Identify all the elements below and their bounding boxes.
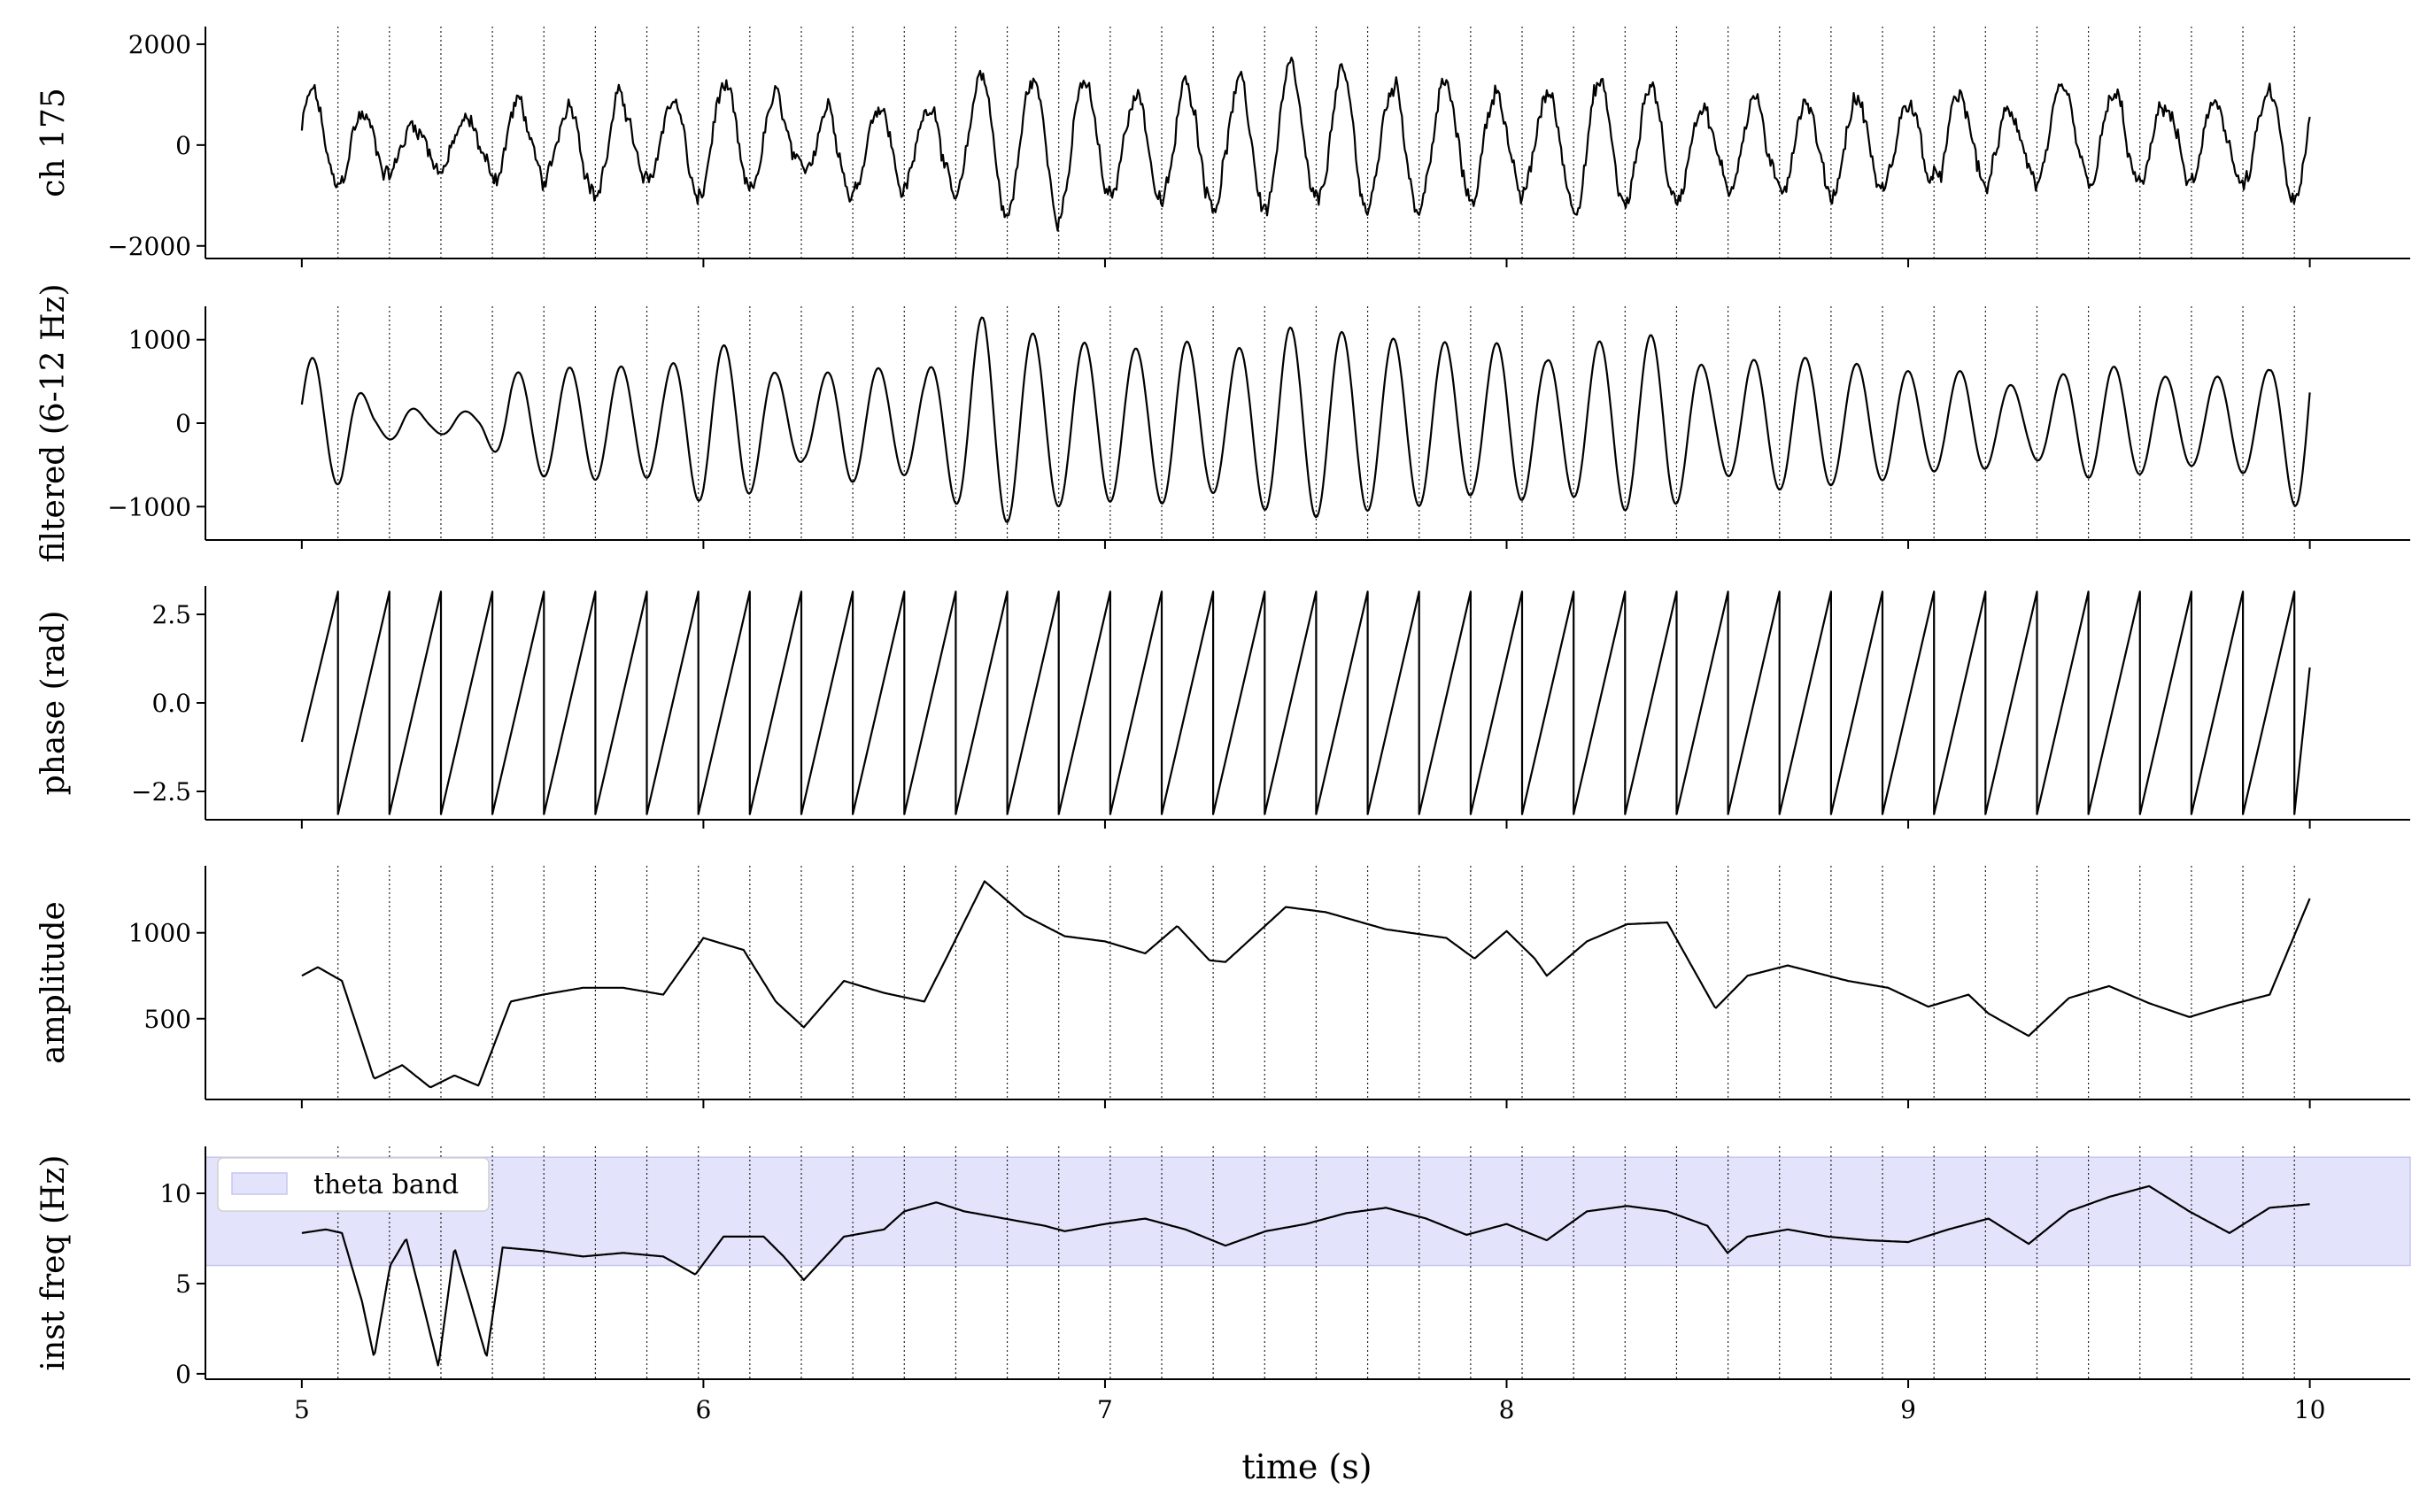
y-tick-label: 0	[175, 131, 191, 160]
y-axis-label: amplitude	[35, 901, 72, 1064]
x-tick-label: 7	[1097, 1395, 1113, 1424]
x-tick-label: 5	[294, 1395, 310, 1424]
y-axis-label: inst freq (Hz)	[35, 1155, 72, 1371]
panel-filtered-signal: −1000 0 1000 filtered (6-12 Hz)	[35, 283, 2410, 563]
x-axis-label: time (s)	[1241, 1447, 1372, 1486]
series-line	[300, 316, 2311, 523]
panel-raw-signal: −2000 0 2000 ch 175	[35, 27, 2410, 267]
y-tick-label: −1000	[107, 492, 191, 521]
x-tick-label: 9	[1900, 1395, 1916, 1424]
legend-label-theta-band: theta band	[313, 1169, 459, 1200]
legend: theta band	[217, 1157, 490, 1212]
x-tick-label: 10	[2294, 1395, 2326, 1424]
legend-frame	[217, 1157, 490, 1212]
legend-swatch	[231, 1172, 288, 1195]
y-tick-label: 2000	[128, 30, 191, 59]
y-tick-label: 0	[175, 409, 191, 438]
y-tick-label: −2.5	[131, 777, 191, 806]
y-tick-label: 1000	[128, 919, 191, 948]
theta-band-region	[205, 1156, 2411, 1267]
x-tick-label: 6	[695, 1395, 711, 1424]
y-tick-label: −2000	[107, 232, 191, 261]
y-tick-label: 0	[175, 1360, 191, 1389]
panel-amplitude: 500 1000 amplitude	[35, 866, 2410, 1108]
series-line	[301, 880, 2311, 1089]
series-line	[301, 1184, 2310, 1367]
x-tick-label: 8	[1499, 1395, 1515, 1424]
y-tick-label: 500	[144, 1005, 191, 1034]
series-line	[300, 590, 2311, 815]
y-axis-label: filtered (6-12 Hz)	[35, 283, 72, 562]
y-tick-label: 5	[175, 1269, 191, 1299]
series-line	[300, 56, 2311, 232]
y-tick-label: 1000	[128, 326, 191, 355]
y-tick-label: 0.0	[151, 689, 191, 718]
panel-inst-freq: 0 5 10 5 6 7 8 9 10 inst freq (Hz) theta band	[35, 1146, 2411, 1424]
y-tick-label: 2.5	[151, 600, 191, 629]
panel-phase: −2.5 0.0 2.5 phase (rad)	[35, 586, 2410, 829]
y-tick-label: 10	[159, 1179, 191, 1208]
y-axis-label: ch 175	[35, 88, 72, 197]
y-axis-label: phase (rad)	[35, 611, 72, 796]
